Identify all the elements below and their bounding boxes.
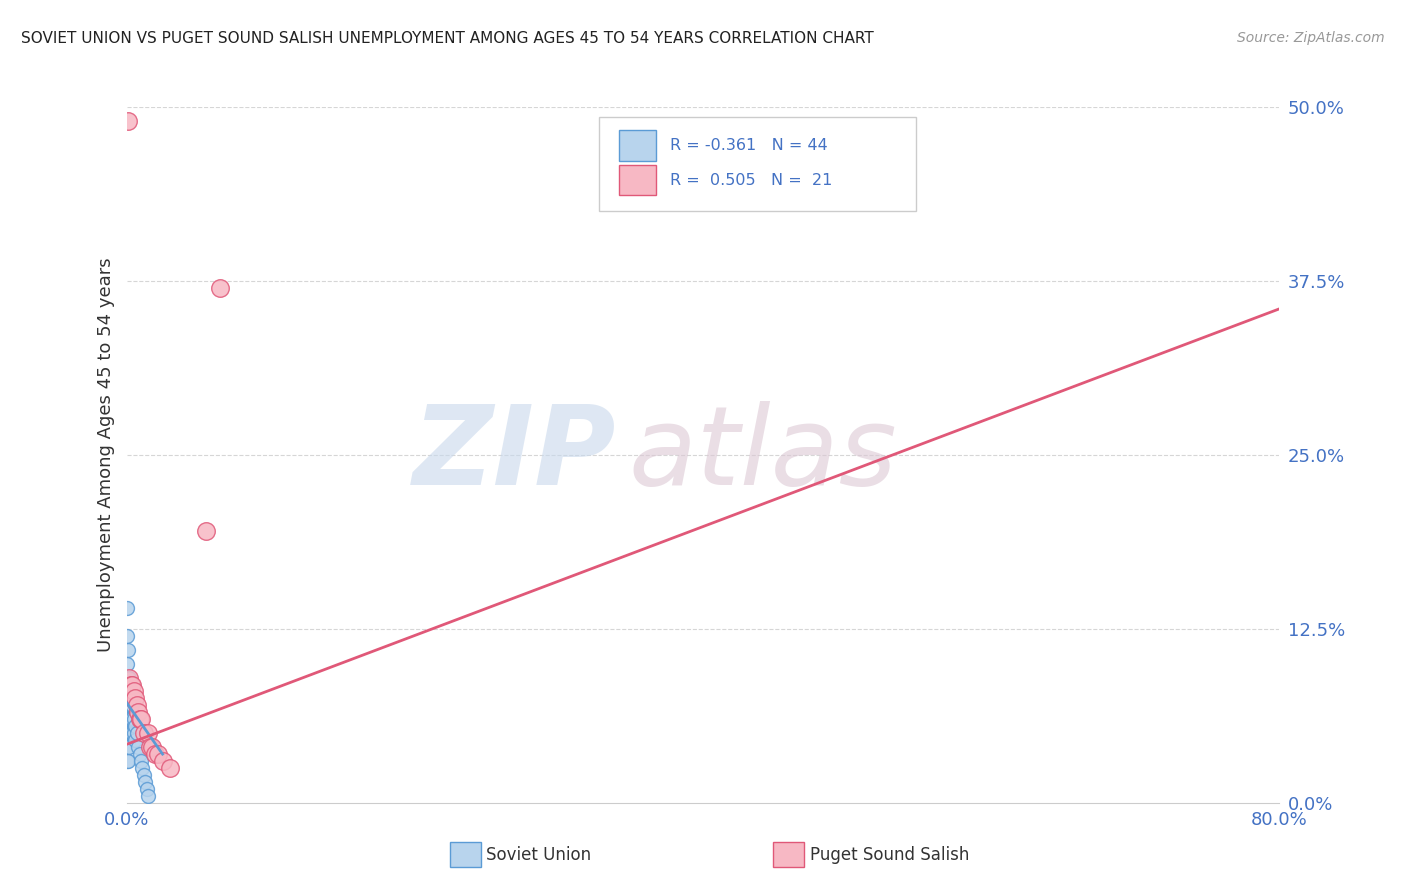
- Point: [117, 712, 139, 726]
- Point: [115, 712, 138, 726]
- Point: [132, 726, 155, 740]
- Point: [115, 671, 138, 685]
- Point: [159, 761, 181, 775]
- Y-axis label: Unemployment Among Ages 45 to 54 years: Unemployment Among Ages 45 to 54 years: [97, 258, 115, 652]
- Point: [127, 740, 149, 755]
- Point: [127, 706, 149, 720]
- Text: atlas: atlas: [628, 401, 897, 508]
- Point: [128, 747, 150, 761]
- Point: [132, 768, 155, 782]
- Point: [134, 775, 156, 789]
- Text: R = -0.361   N = 44: R = -0.361 N = 44: [669, 137, 827, 153]
- FancyBboxPatch shape: [619, 130, 655, 161]
- Text: Puget Sound Salish: Puget Sound Salish: [810, 846, 969, 863]
- Point: [117, 740, 139, 755]
- Point: [117, 698, 139, 713]
- Point: [117, 726, 139, 740]
- Point: [115, 726, 138, 740]
- Point: [120, 684, 142, 698]
- Point: [145, 747, 166, 761]
- Point: [117, 642, 139, 657]
- Point: [136, 789, 159, 803]
- Point: [128, 712, 150, 726]
- Point: [117, 114, 139, 128]
- Point: [125, 726, 148, 740]
- Point: [194, 524, 217, 539]
- Point: [121, 712, 143, 726]
- Point: [118, 712, 141, 726]
- Point: [131, 761, 153, 775]
- FancyBboxPatch shape: [599, 118, 917, 211]
- Point: [209, 281, 232, 295]
- Point: [148, 747, 170, 761]
- FancyBboxPatch shape: [619, 165, 655, 195]
- Point: [118, 726, 141, 740]
- Point: [120, 726, 142, 740]
- Point: [129, 712, 152, 726]
- Point: [122, 726, 145, 740]
- Point: [124, 691, 146, 706]
- Point: [138, 740, 160, 755]
- Point: [118, 684, 141, 698]
- Point: [120, 712, 142, 726]
- Point: [115, 629, 138, 643]
- Point: [120, 698, 142, 713]
- Point: [152, 754, 174, 768]
- Point: [121, 726, 143, 740]
- Point: [136, 726, 159, 740]
- Point: [122, 684, 145, 698]
- Point: [118, 698, 141, 713]
- Point: [141, 740, 163, 755]
- Point: [124, 719, 146, 733]
- Point: [118, 740, 141, 755]
- Point: [118, 671, 141, 685]
- Point: [115, 754, 138, 768]
- Text: R =  0.505   N =  21: R = 0.505 N = 21: [669, 172, 832, 187]
- Point: [115, 657, 138, 671]
- Point: [118, 671, 141, 685]
- Point: [115, 601, 138, 615]
- Text: Soviet Union: Soviet Union: [486, 846, 592, 863]
- Point: [115, 698, 138, 713]
- Point: [121, 691, 143, 706]
- Point: [120, 677, 142, 691]
- Point: [117, 754, 139, 768]
- Point: [117, 684, 139, 698]
- Text: SOVIET UNION VS PUGET SOUND SALISH UNEMPLOYMENT AMONG AGES 45 TO 54 YEARS CORREL: SOVIET UNION VS PUGET SOUND SALISH UNEMP…: [21, 31, 875, 46]
- Point: [121, 677, 143, 691]
- Point: [135, 781, 157, 796]
- Point: [129, 754, 152, 768]
- Point: [117, 671, 139, 685]
- Point: [121, 698, 143, 713]
- Point: [124, 733, 146, 747]
- Point: [125, 698, 148, 713]
- Point: [122, 712, 145, 726]
- Point: [115, 684, 138, 698]
- Text: Source: ZipAtlas.com: Source: ZipAtlas.com: [1237, 31, 1385, 45]
- Text: ZIP: ZIP: [413, 401, 617, 508]
- Point: [115, 740, 138, 755]
